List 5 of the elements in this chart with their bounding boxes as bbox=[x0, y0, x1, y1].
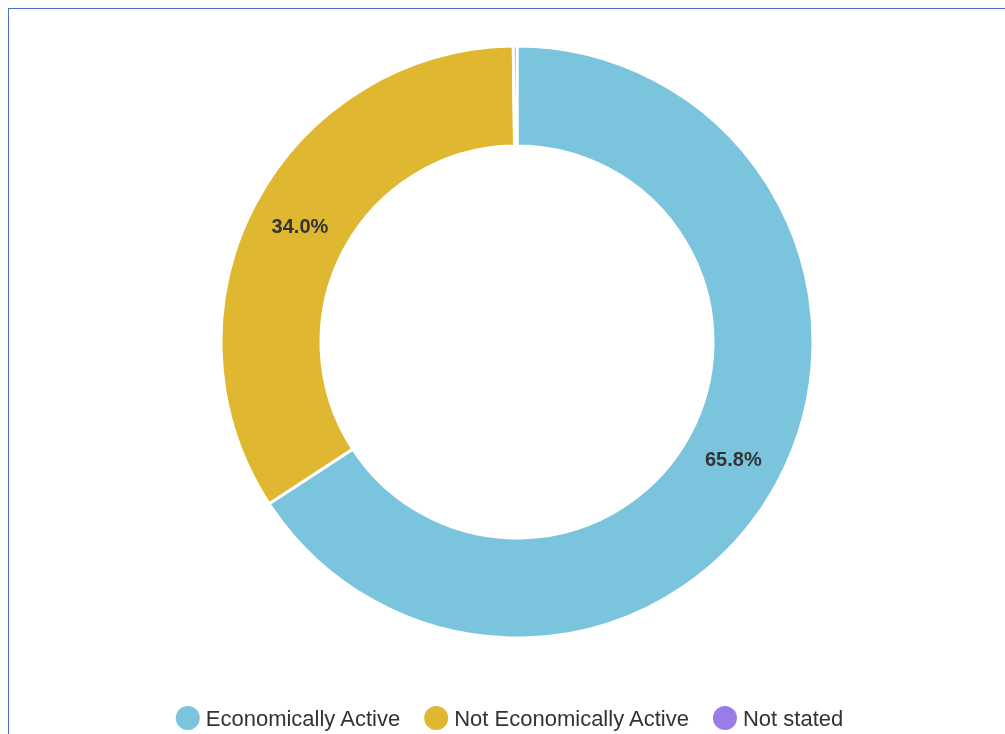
legend-label: Economically Active bbox=[205, 705, 401, 731]
data-label: 65.8% bbox=[704, 448, 762, 471]
legend-label: Not Economically Active bbox=[454, 705, 689, 731]
data-label: 34.0% bbox=[271, 215, 329, 238]
legend-label: Not stated bbox=[742, 705, 844, 731]
